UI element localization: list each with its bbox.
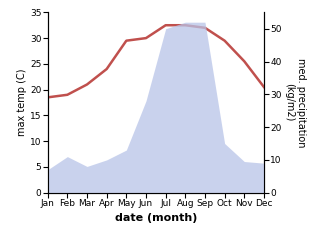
Y-axis label: med. precipitation
(kg/m2): med. precipitation (kg/m2): [285, 58, 306, 147]
X-axis label: date (month): date (month): [114, 213, 197, 224]
Y-axis label: max temp (C): max temp (C): [17, 69, 27, 136]
